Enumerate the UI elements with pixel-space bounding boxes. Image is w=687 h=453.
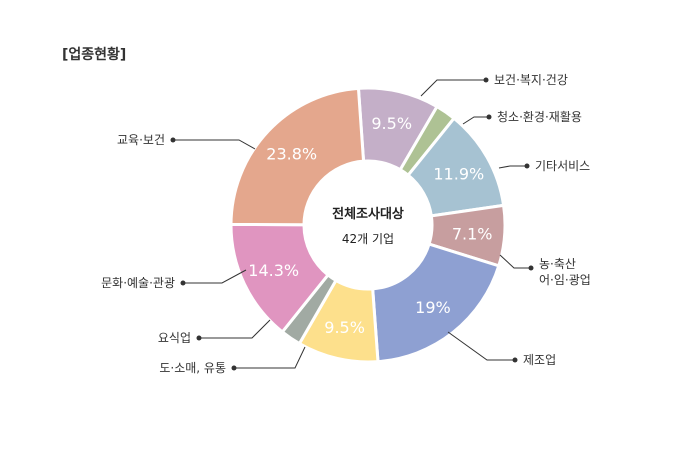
leader-dot <box>196 335 202 341</box>
leader-dot <box>483 77 489 83</box>
leader-line <box>447 331 515 361</box>
slice-value-label: 7.1% <box>452 224 493 243</box>
category-label: 기타서비스 <box>535 159 590 173</box>
slice-value-label: 9.5% <box>324 318 365 337</box>
slice-value-label: 9.5% <box>371 114 412 133</box>
slice-value-label: 11.9% <box>433 164 484 183</box>
category-label: 요식업 <box>158 331 191 345</box>
slice-value-label: 19% <box>415 298 451 317</box>
leader-line <box>420 79 486 97</box>
leader-line <box>234 346 306 369</box>
leader-dot <box>512 357 518 363</box>
slice-value-label: 23.8% <box>266 145 317 164</box>
category-label: 문화·예술·관광 <box>101 276 175 290</box>
leader-line <box>462 116 489 125</box>
leader-line <box>499 254 531 269</box>
leader-dot <box>528 265 534 271</box>
category-label: 어·임·광업 <box>539 273 591 287</box>
leader-line <box>173 139 256 150</box>
leader-line <box>199 319 271 339</box>
category-label: 농·축산 <box>539 257 576 271</box>
category-label: 도·소매, 유통 <box>159 361 226 375</box>
category-label: 교육·보건 <box>117 133 165 147</box>
center-label-line-2: 42개 기업 <box>342 232 394 246</box>
leader-dot <box>170 137 176 143</box>
category-label: 청소·환경·재활용 <box>497 110 582 124</box>
leader-dot <box>180 280 186 286</box>
category-label: 제조업 <box>523 353 556 367</box>
donut-slice <box>371 242 501 364</box>
leader-dot <box>486 114 492 120</box>
center-label-line-1: 전체조사대상 <box>332 206 404 222</box>
slice-value-label: 14.3% <box>248 261 299 280</box>
leader-line <box>498 165 527 169</box>
category-label: 보건·복지·건강 <box>494 73 568 87</box>
donut-slice <box>229 86 366 227</box>
leader-dot <box>524 163 530 169</box>
chart-title: [업종현황] <box>62 47 127 63</box>
leader-dot <box>231 365 237 371</box>
leader-line <box>183 269 247 284</box>
